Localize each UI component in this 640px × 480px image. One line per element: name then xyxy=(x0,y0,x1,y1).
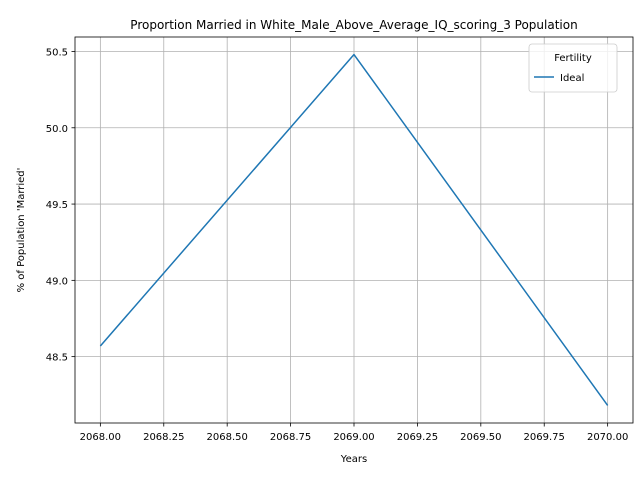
y-tick-label: 50.5 xyxy=(46,47,68,58)
series-line-ideal xyxy=(99,53,609,406)
x-tick-label: 2069.25 xyxy=(397,432,438,443)
legend-title: Fertility xyxy=(554,53,592,64)
y-tick-label: 50.0 xyxy=(46,124,68,135)
y-axis-label: % of Population 'Married' xyxy=(16,168,27,293)
series-layer xyxy=(99,53,609,406)
x-tick-label: 2068.50 xyxy=(207,432,248,443)
legend-label-ideal: Ideal xyxy=(560,73,584,84)
x-tick-label: 2070.00 xyxy=(587,432,628,443)
legend-box xyxy=(528,43,618,93)
x-tick-label: 2069.00 xyxy=(333,432,374,443)
ticks: 2068.00 2068.25 2068.50 2068.75 2069.00 2069.… xyxy=(46,47,629,443)
legend: Fertility Ideal xyxy=(528,43,618,93)
y-tick-label: 49.0 xyxy=(46,276,68,287)
grid xyxy=(75,37,633,423)
x-tick-label: 2069.75 xyxy=(524,432,565,443)
y-tick-label: 48.5 xyxy=(46,353,68,364)
x-axis-label: Years xyxy=(340,454,367,465)
chart-title: Proportion Married in White_Male_Above_A… xyxy=(130,18,577,32)
x-tick-label: 2069.50 xyxy=(460,432,501,443)
x-tick-label: 2068.75 xyxy=(270,432,311,443)
x-tick-label: 2068.00 xyxy=(80,432,121,443)
y-tick-label: 49.5 xyxy=(46,200,68,211)
x-tick-label: 2068.25 xyxy=(143,432,184,443)
